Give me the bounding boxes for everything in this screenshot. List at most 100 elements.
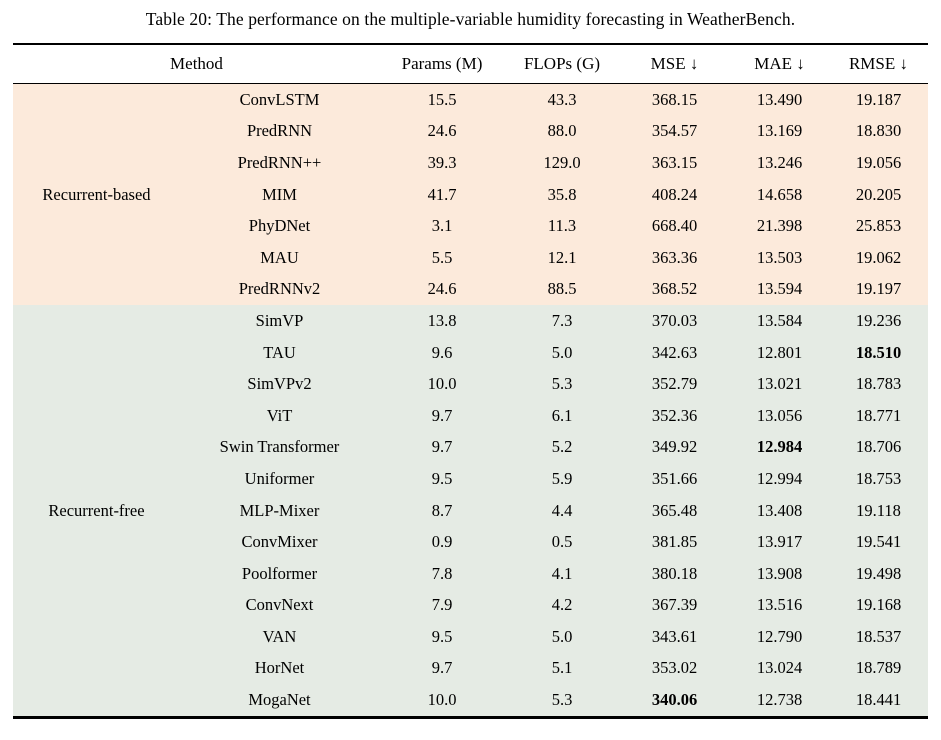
cell-method: ConvLSTM <box>239 89 320 109</box>
cell-mse: 408.24 <box>651 184 698 204</box>
cell-mse: 367.39 <box>651 595 698 615</box>
cell-mse: 354.57 <box>651 121 698 141</box>
cell-method: Poolformer <box>241 563 318 583</box>
cell-flops: 5.3 <box>551 374 573 394</box>
cell-method: VAN <box>262 626 297 646</box>
cell-method: MLP-Mixer <box>239 500 320 520</box>
table-row: Recurrent-free SimVP 13.8 7.3 370.03 13.584 19… <box>13 305 928 520</box>
cell-mae: 13.246 <box>756 152 803 172</box>
cell-params: 13.8 <box>427 310 457 330</box>
cell-flops: 5.0 <box>551 626 573 646</box>
cell-rmse: 18.510 <box>855 342 902 362</box>
table-header: Method Params (M) FLOPs (G) MSE ↓ MAE ↓ … <box>13 44 928 84</box>
cell-method: MogaNet <box>248 690 311 710</box>
cell-mae: 12.738 <box>756 690 803 710</box>
cell-params: 7.9 <box>431 595 453 615</box>
cell-rmse: 19.197 <box>855 279 902 299</box>
cell-flops: 5.0 <box>551 342 573 362</box>
cell-mse: 668.40 <box>651 216 698 236</box>
cell-flops: 11.3 <box>547 216 577 236</box>
cell-mae: 13.908 <box>756 563 803 583</box>
cell-params: 10.0 <box>427 690 457 710</box>
cell-flops: 12.1 <box>547 247 577 267</box>
header-row: Method Params (M) FLOPs (G) MSE ↓ MAE ↓ … <box>13 44 928 84</box>
column-header-flops: FLOPs (G) <box>504 44 620 84</box>
cell-flops: 4.1 <box>551 563 573 583</box>
cell-mse: 340.06 <box>651 690 698 710</box>
cell-mae: 12.801 <box>756 342 803 362</box>
cell-rmse: 20.205 <box>855 184 902 204</box>
cell-flops: 35.8 <box>547 184 577 204</box>
cell-flops: 6.1 <box>551 405 573 425</box>
cell-rmse: 18.789 <box>855 658 902 678</box>
column-header-mse: MSE ↓ <box>619 44 730 84</box>
cell-params: 5.5 <box>431 247 453 267</box>
cell-rmse: 19.187 <box>855 89 902 109</box>
cell-flops: 4.2 <box>551 595 573 615</box>
cell-mse: 342.63 <box>651 342 698 362</box>
cell-method: TAU <box>263 342 296 362</box>
cell-rmse: 18.830 <box>855 121 902 141</box>
table-caption: Table 20: The performance on the multipl… <box>145 9 796 29</box>
cell-mae: 13.917 <box>756 532 803 552</box>
cell-mae: 13.490 <box>756 89 803 109</box>
cell-method: MIM <box>262 184 297 204</box>
results-table: Method Params (M) FLOPs (G) MSE ↓ MAE ↓ … <box>13 43 928 719</box>
cell-mse: 352.36 <box>651 405 698 425</box>
group-label-recurrent-based: Recurrent-based <box>42 184 151 204</box>
cell-method: Swin Transformer <box>219 437 340 457</box>
cell-rmse: 18.771 <box>855 405 902 425</box>
column-header-mae: MAE ↓ <box>729 44 830 84</box>
cell-method: Uniformer <box>244 468 315 488</box>
table-row: Recurrent-based ConvLSTM 15.5 43.3 368.15 13.… <box>13 83 928 204</box>
cell-rmse: 19.056 <box>855 152 902 172</box>
cell-method: SimVP <box>255 310 304 330</box>
cell-mse: 353.02 <box>651 658 698 678</box>
cell-flops: 5.1 <box>551 658 573 678</box>
cell-mae: 12.790 <box>756 626 803 646</box>
cell-flops: 129.0 <box>543 152 581 172</box>
cell-mae: 13.516 <box>756 595 803 615</box>
cell-rmse: 19.062 <box>855 247 902 267</box>
cell-params: 24.6 <box>427 121 457 141</box>
cell-params: 9.7 <box>431 437 453 457</box>
cell-params: 9.5 <box>431 468 453 488</box>
cell-rmse: 19.118 <box>856 500 901 520</box>
cell-flops: 4.4 <box>551 500 573 520</box>
cell-params: 9.6 <box>431 342 453 362</box>
cell-mae: 12.984 <box>756 437 803 457</box>
cell-mse: 365.48 <box>651 500 698 520</box>
cell-rmse: 18.706 <box>855 437 902 457</box>
cell-mse: 380.18 <box>651 563 698 583</box>
cell-params: 9.7 <box>431 405 453 425</box>
cell-params: 9.5 <box>431 626 453 646</box>
cell-method: PredRNNv2 <box>238 279 321 299</box>
column-header-rmse: RMSE ↓ <box>829 44 928 84</box>
cell-mae: 13.056 <box>756 405 803 425</box>
cell-rmse: 18.753 <box>855 468 902 488</box>
cell-method: MAU <box>260 247 299 267</box>
cell-params: 41.7 <box>427 184 457 204</box>
cell-params: 7.8 <box>431 563 453 583</box>
cell-mse: 381.85 <box>651 532 698 552</box>
cell-mae: 13.594 <box>756 279 803 299</box>
cell-mae: 13.169 <box>756 121 803 141</box>
cell-mae: 13.584 <box>756 310 803 330</box>
cell-params: 15.5 <box>427 89 457 109</box>
table-body: Recurrent-based ConvLSTM 15.5 43.3 368.15 13.… <box>13 83 928 718</box>
cell-rmse: 19.541 <box>855 532 902 552</box>
column-header-method: Method <box>13 44 380 84</box>
cell-mse: 363.15 <box>651 152 698 172</box>
cell-mse: 368.52 <box>651 279 698 299</box>
cell-rmse: 18.783 <box>855 374 902 394</box>
cell-mae: 13.024 <box>756 658 803 678</box>
cell-mse: 370.03 <box>651 310 698 330</box>
column-header-params: Params (M) <box>379 44 505 84</box>
cell-method: ConvMixer <box>241 532 318 552</box>
cell-flops: 5.9 <box>551 468 573 488</box>
cell-mae: 13.408 <box>756 500 803 520</box>
cell-mse: 363.36 <box>651 247 698 267</box>
cell-flops: 5.2 <box>551 437 573 457</box>
cell-params: 8.7 <box>431 500 453 520</box>
